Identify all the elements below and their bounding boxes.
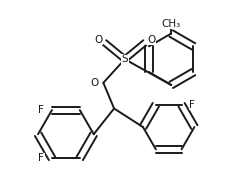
Text: F: F bbox=[189, 100, 195, 110]
Text: O: O bbox=[91, 78, 99, 88]
Text: CH₃: CH₃ bbox=[162, 18, 181, 29]
Text: O: O bbox=[147, 35, 155, 45]
Text: S: S bbox=[122, 54, 128, 64]
Text: F: F bbox=[38, 153, 44, 163]
Text: O: O bbox=[94, 35, 103, 45]
Text: F: F bbox=[38, 105, 44, 115]
